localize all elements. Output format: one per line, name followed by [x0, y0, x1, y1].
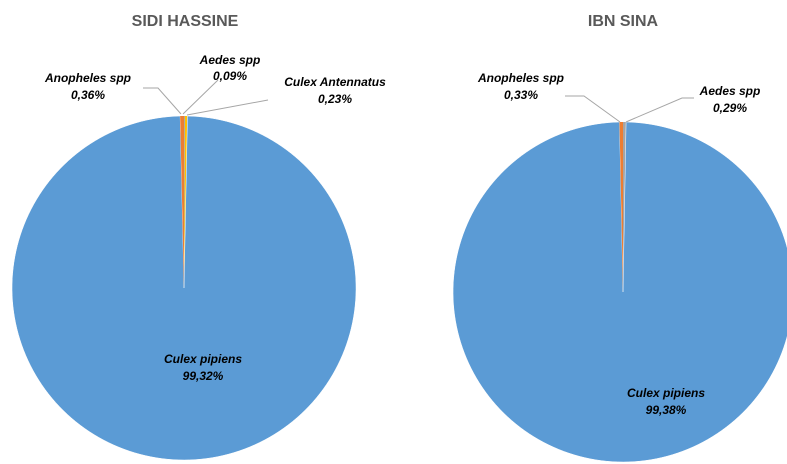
leader-line-anopheles-sidi — [143, 87, 182, 115]
slice-value-culex-antennatus-sidi: 0,23% — [318, 92, 352, 106]
slice-value-aedes-sidi: 0,09% — [213, 69, 247, 83]
slice-label-culex-antennatus-sidi: Culex Antennatus — [284, 75, 386, 89]
leader-line-aedes-ibn — [625, 97, 694, 123]
pie-slice-anopheles-spp — [180, 115, 184, 288]
slice-label-aedes-sidi: Aedes spp — [199, 53, 261, 67]
pie-slice-culex-pipiens — [452, 121, 787, 463]
pie-slices-sidi-hassine — [11, 115, 357, 461]
leader-line-anopheles-ibn — [565, 95, 621, 123]
slice-label-culex-pipiens-sidi: Culex pipiens — [164, 352, 242, 366]
slice-value-culex-pipiens-sidi: 99,32% — [183, 369, 224, 383]
leader-line-culex-antennatus-sidi — [186, 99, 269, 116]
slice-value-anopheles-sidi: 0,36% — [71, 88, 105, 102]
chart-title-ibn-sina: IBN SINA — [588, 13, 659, 30]
slice-value-anopheles-ibn: 0,33% — [504, 88, 538, 102]
leader-line-aedes-sidi — [182, 79, 219, 115]
slice-label-anopheles-ibn: Anopheles spp — [477, 71, 564, 85]
pie-chart-ibn-sina: IBN SINA Anopheles spp 0,33% Aedes spp 0… — [452, 13, 787, 463]
slice-label-aedes-ibn: Aedes spp — [699, 84, 761, 98]
pie-slices-ibn-sina — [452, 121, 787, 463]
pie-chart-sidi-hassine: SIDI HASSINE Anopheles spp 0,36% Aedes s… — [11, 13, 386, 461]
slice-label-anopheles-sidi: Anopheles spp — [44, 71, 131, 85]
pie-slice-aedes-spp — [184, 115, 185, 288]
slice-label-culex-pipiens-ibn: Culex pipiens — [627, 386, 705, 400]
slice-value-culex-pipiens-ibn: 99,38% — [646, 403, 687, 417]
pie-slice-anopheles-spp — [619, 122, 623, 292]
pie-slice-culex-pipiens — [11, 115, 357, 461]
chart-title-sidi-hassine: SIDI HASSINE — [132, 13, 239, 30]
slice-value-aedes-ibn: 0,29% — [713, 101, 747, 115]
